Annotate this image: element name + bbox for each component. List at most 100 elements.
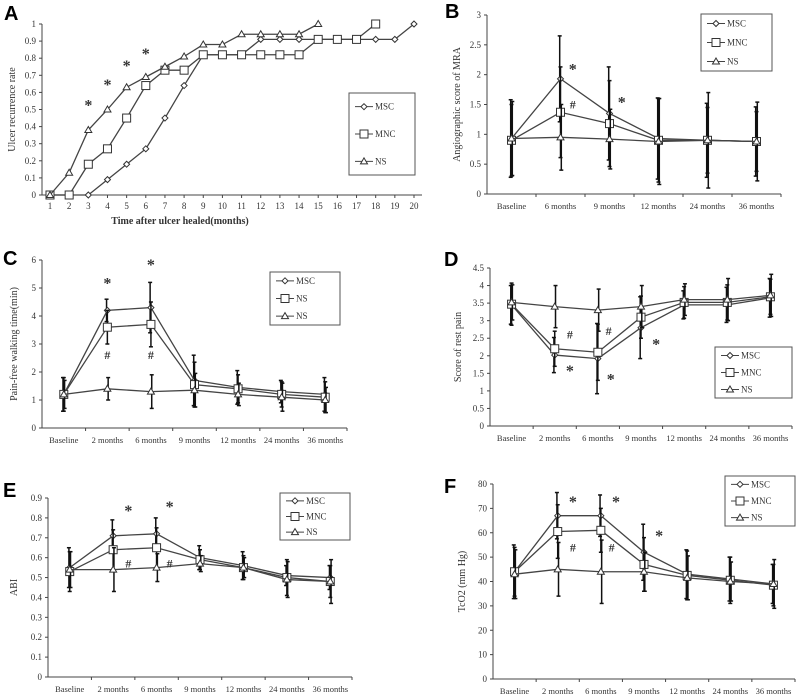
y-axis-label: Angiographic score of MRA (452, 46, 463, 161)
y-tick-label: 50 (478, 552, 488, 562)
panel-c: C 0 1 2 3 4 5 6 Baseline 2 months 6 months 9 months… (3, 248, 348, 445)
y-tick-label: 0.5 (473, 403, 485, 413)
series-ns (507, 91, 761, 189)
series-line (50, 23, 377, 196)
x-tick-label: 9 months (184, 684, 215, 694)
x-tick-label: 24 months (264, 435, 300, 445)
x-tick-label: 9 months (594, 201, 625, 211)
x-tick-label: 7 (163, 201, 168, 211)
data-point (257, 35, 265, 44)
data-point (593, 347, 603, 357)
x-tick-label: Baseline (49, 435, 78, 445)
y-tick-label: 1.5 (473, 368, 485, 378)
y-tick-label: 1 (32, 395, 37, 405)
significance-asterisk: * (612, 494, 620, 511)
x-tick-label: 6 months (582, 433, 613, 443)
y-tick-label: 2 (32, 367, 37, 377)
data-point (160, 62, 170, 70)
y-tick-label: 0 (38, 672, 43, 682)
data-point (507, 134, 516, 142)
data-point (391, 35, 399, 44)
data-point (636, 302, 646, 310)
significance-asterisk: * (618, 95, 626, 112)
y-tick-label: 4.5 (473, 263, 485, 273)
legend-marker (359, 129, 369, 139)
data-point (217, 50, 227, 60)
data-point (320, 395, 330, 403)
x-tick-label: 2 months (539, 433, 570, 443)
x-tick-label: Baseline (497, 201, 526, 211)
legend: MSC NS NS (269, 271, 341, 326)
x-tick-label: 16 (333, 201, 343, 211)
y-axis-label: Pain-free walking time(min) (9, 287, 20, 401)
data-point (507, 297, 516, 306)
y-axis-label: ABI (9, 579, 20, 596)
legend-label: NS (296, 294, 308, 304)
y-tick-label: 0.3 (31, 612, 43, 622)
data-point (769, 579, 778, 587)
legend-marker (280, 294, 290, 303)
data-point (122, 160, 131, 168)
legend-label: MSC (306, 496, 325, 506)
x-tick-label: 12 (256, 201, 265, 211)
data-point (179, 51, 189, 60)
data-point (752, 137, 761, 145)
data-point (294, 50, 304, 60)
y-tick-label: 0.8 (31, 513, 43, 523)
data-point (410, 20, 418, 28)
data-point (277, 392, 287, 401)
x-tick-label: 24 months (269, 684, 305, 694)
legend-marker (280, 311, 290, 320)
x-tick-label: 2 months (97, 684, 128, 694)
data-point (256, 29, 266, 38)
y-tick-label: 3 (477, 10, 482, 20)
data-point (639, 567, 649, 575)
x-tick-label: 20 (410, 201, 420, 211)
legend-label: MSC (296, 276, 315, 286)
data-point (766, 290, 775, 299)
legend-label: NS (375, 156, 387, 166)
legend: MSC MNC NS (724, 475, 796, 527)
data-point (371, 19, 381, 29)
x-tick-label: 18 (371, 201, 381, 211)
x-tick-label: 15 (314, 201, 324, 211)
data-point (179, 65, 189, 75)
y-tick-label: 1 (480, 386, 485, 396)
panel-d: D 0 0.5 1 1.5 2 2.5 3 3.5 4 4.5 Baseline 2 months 6 m… (444, 249, 793, 443)
panel-b: B 0 0.5 1 1.5 2 2.5 3 Baseline 6 months 9 months 12… (445, 1, 782, 211)
x-tick-label: 11 (237, 201, 246, 211)
panel-label: E (3, 480, 16, 502)
x-tick-label: 4 (105, 201, 110, 211)
data-point (65, 565, 75, 573)
x-tick-label: 36 months (753, 433, 789, 443)
data-point (102, 144, 112, 154)
y-tick-label: 0.2 (25, 156, 36, 166)
y-tick-label: 2 (477, 70, 482, 80)
data-point (152, 543, 162, 553)
significance-asterisk: * (124, 503, 132, 520)
x-tick-label: 1 (48, 201, 53, 211)
data-point (593, 305, 603, 314)
x-tick-label: 10 (218, 201, 228, 211)
significance-asterisk: * (166, 499, 174, 516)
x-tick-label: 6 months (141, 684, 172, 694)
data-point (605, 119, 614, 129)
data-point (556, 107, 565, 117)
data-point (218, 40, 227, 48)
data-point (679, 295, 689, 303)
y-axis-label: Score of rest pain (453, 312, 464, 382)
significance-hash: # (570, 540, 576, 554)
x-tick-label: 36 months (756, 686, 792, 696)
y-tick-label: 0.9 (31, 493, 43, 503)
data-point (275, 50, 285, 60)
x-tick-label: 36 months (739, 201, 775, 211)
panel-label: D (444, 249, 458, 271)
data-point (83, 125, 93, 134)
data-point (639, 559, 649, 569)
data-point (108, 545, 118, 555)
panel-label: C (3, 248, 17, 270)
y-tick-label: 0.8 (25, 53, 37, 63)
legend-label: MNC (751, 496, 772, 506)
data-point (703, 135, 712, 144)
